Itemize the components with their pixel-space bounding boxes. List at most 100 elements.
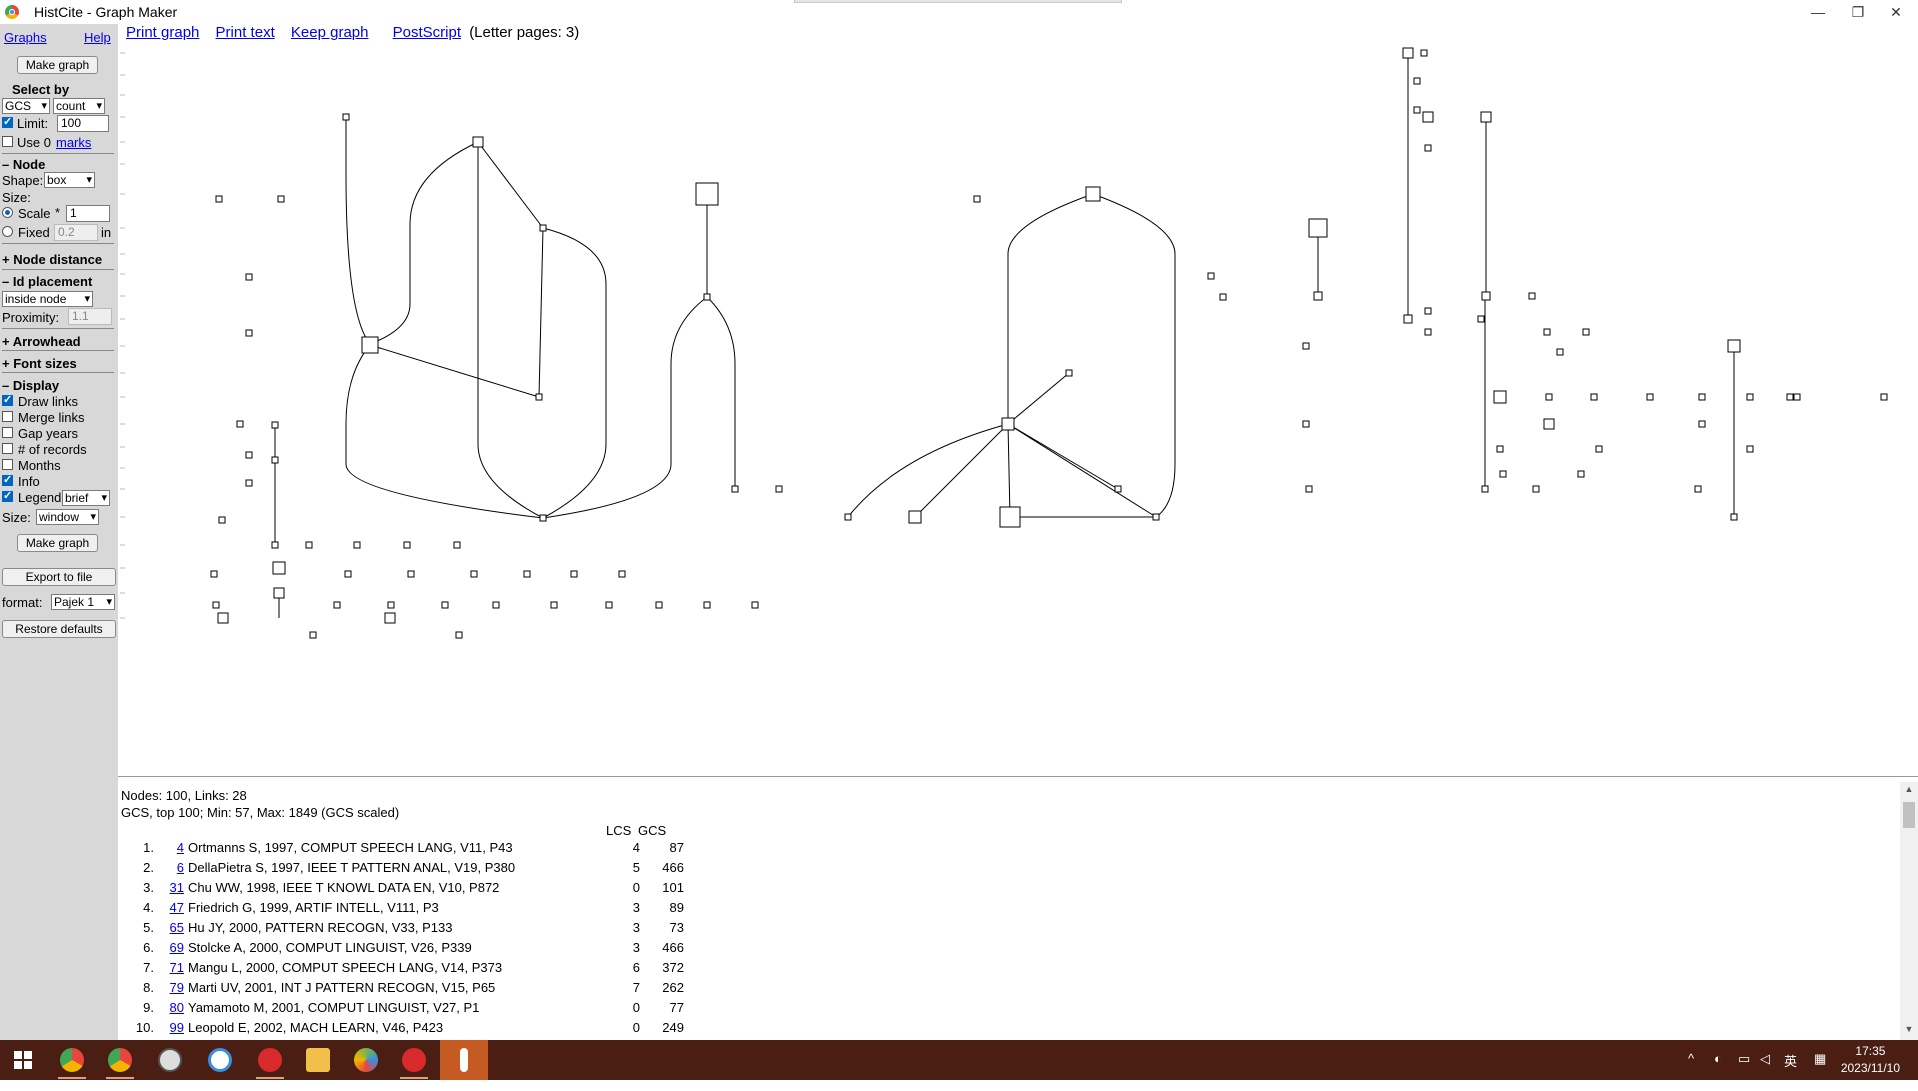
graph-node[interactable] [245, 329, 253, 337]
graph-node[interactable] [1590, 393, 1598, 401]
panel-divider[interactable] [118, 776, 1918, 777]
graph-node[interactable] [492, 601, 500, 609]
graph-node[interactable] [1698, 393, 1706, 401]
graphs-link[interactable]: Graphs [4, 30, 47, 45]
scroll-thumb[interactable] [1903, 802, 1915, 828]
postscript-link[interactable]: PostScript [392, 24, 462, 41]
graph-node[interactable] [1420, 49, 1428, 57]
size-window-dropdown[interactable]: window [36, 509, 99, 525]
limit-checkbox[interactable] [2, 115, 13, 128]
graph-node[interactable] [1403, 314, 1413, 324]
graph-node[interactable] [245, 273, 253, 281]
graph-node[interactable] [703, 601, 711, 609]
input-method-icon[interactable]: ◐ [1714, 1051, 1722, 1066]
fixed-input[interactable]: 0.2 [54, 224, 98, 241]
draw-links-checkbox[interactable] [2, 393, 13, 406]
graph-node[interactable] [775, 485, 783, 493]
graph-node[interactable] [539, 224, 547, 232]
windows-start-icon[interactable] [14, 1051, 32, 1069]
chrome-icon[interactable] [48, 1040, 96, 1080]
graph-node[interactable] [217, 612, 229, 624]
record-id-link[interactable]: 71 [169, 960, 184, 975]
scroll-down-icon[interactable]: ▼ [1904, 1024, 1914, 1034]
make-graph-button-bottom[interactable]: Make graph [17, 534, 98, 552]
graph-node[interactable] [272, 561, 286, 575]
graph-node[interactable] [535, 393, 543, 401]
legend-checkbox[interactable] [2, 489, 13, 502]
graph-node[interactable] [1727, 339, 1741, 353]
record-id-link[interactable]: 79 [169, 980, 184, 995]
graph-node[interactable] [271, 541, 279, 549]
graph-node[interactable] [1499, 470, 1507, 478]
graph-node[interactable] [344, 570, 352, 578]
legend-dropdown[interactable]: brief [62, 490, 110, 506]
graph-node[interactable] [999, 506, 1021, 528]
graph-node[interactable] [384, 612, 396, 624]
graph-node[interactable] [1302, 420, 1310, 428]
restore-button[interactable]: ❐ [1851, 4, 1865, 20]
graph-node[interactable] [215, 195, 223, 203]
graph-node[interactable] [1219, 293, 1227, 301]
graph-node[interactable] [1746, 393, 1754, 401]
graph-node[interactable] [455, 631, 463, 639]
close-button[interactable]: ✕ [1890, 4, 1902, 20]
graph-node[interactable] [236, 420, 244, 428]
graph-node[interactable] [1422, 111, 1434, 123]
record-id-link[interactable]: 80 [169, 1000, 184, 1015]
graph-node[interactable] [1532, 485, 1540, 493]
graph-node[interactable] [1698, 420, 1706, 428]
graph-node[interactable] [1880, 393, 1888, 401]
network-icon[interactable]: ▭ [1738, 1051, 1751, 1066]
info-checkbox[interactable] [2, 473, 13, 486]
graph-node[interactable] [539, 514, 547, 522]
graph-node[interactable] [1480, 111, 1492, 123]
graph-node[interactable] [523, 570, 531, 578]
display-section-toggle[interactable]: – Display [2, 378, 60, 393]
limit-input[interactable]: 100 [57, 115, 109, 132]
graph-node[interactable] [1493, 390, 1507, 404]
graph-node[interactable] [1413, 77, 1421, 85]
palette-icon[interactable] [342, 1040, 390, 1080]
graph-node[interactable] [1001, 417, 1015, 431]
file-explorer-icon[interactable] [294, 1040, 342, 1080]
record-id-link[interactable]: 69 [169, 940, 184, 955]
citation-graph[interactable] [118, 44, 1918, 776]
graph-node[interactable] [361, 336, 379, 354]
graph-node[interactable] [470, 570, 478, 578]
graph-node[interactable] [309, 631, 317, 639]
graph-node[interactable] [1595, 445, 1603, 453]
scroll-up-icon[interactable]: ▲ [1904, 784, 1914, 794]
use-marks-checkbox[interactable] [2, 136, 13, 147]
graph-node[interactable] [1305, 485, 1313, 493]
graph-node[interactable] [1496, 445, 1504, 453]
graph-node[interactable] [1308, 218, 1328, 238]
graph-node[interactable] [1402, 47, 1414, 59]
graph-node[interactable] [1424, 144, 1432, 152]
graph-node[interactable] [1313, 291, 1323, 301]
graph-node[interactable] [271, 421, 279, 429]
microphone-icon[interactable] [440, 1040, 488, 1080]
graph-node[interactable] [1582, 328, 1590, 336]
print-graph-link[interactable]: Print graph [126, 24, 200, 41]
select-field-dropdown[interactable]: GCS [2, 98, 50, 114]
gap-years-checkbox[interactable] [2, 427, 13, 438]
graph-node[interactable] [908, 510, 922, 524]
graph-node[interactable] [618, 570, 626, 578]
graph-node[interactable] [273, 587, 285, 599]
shape-dropdown[interactable]: box [44, 172, 95, 188]
graph-node[interactable] [353, 541, 361, 549]
scale-input[interactable]: 1 [66, 205, 110, 222]
graph-node[interactable] [342, 113, 350, 121]
graph-node[interactable] [305, 541, 313, 549]
merge-links-checkbox[interactable] [2, 411, 13, 422]
format-dropdown[interactable]: Pajek 1 [51, 594, 115, 610]
graph-node[interactable] [1746, 445, 1754, 453]
graph-node[interactable] [277, 195, 285, 203]
graph-node[interactable] [973, 195, 981, 203]
graph-node[interactable] [655, 601, 663, 609]
num-records-checkbox[interactable] [2, 443, 13, 454]
ime-mode-icon[interactable]: ▦ [1814, 1051, 1827, 1066]
node-distance-section-toggle[interactable]: + Node distance [2, 252, 103, 267]
graph-node[interactable] [245, 479, 253, 487]
graph-node[interactable] [1556, 348, 1564, 356]
